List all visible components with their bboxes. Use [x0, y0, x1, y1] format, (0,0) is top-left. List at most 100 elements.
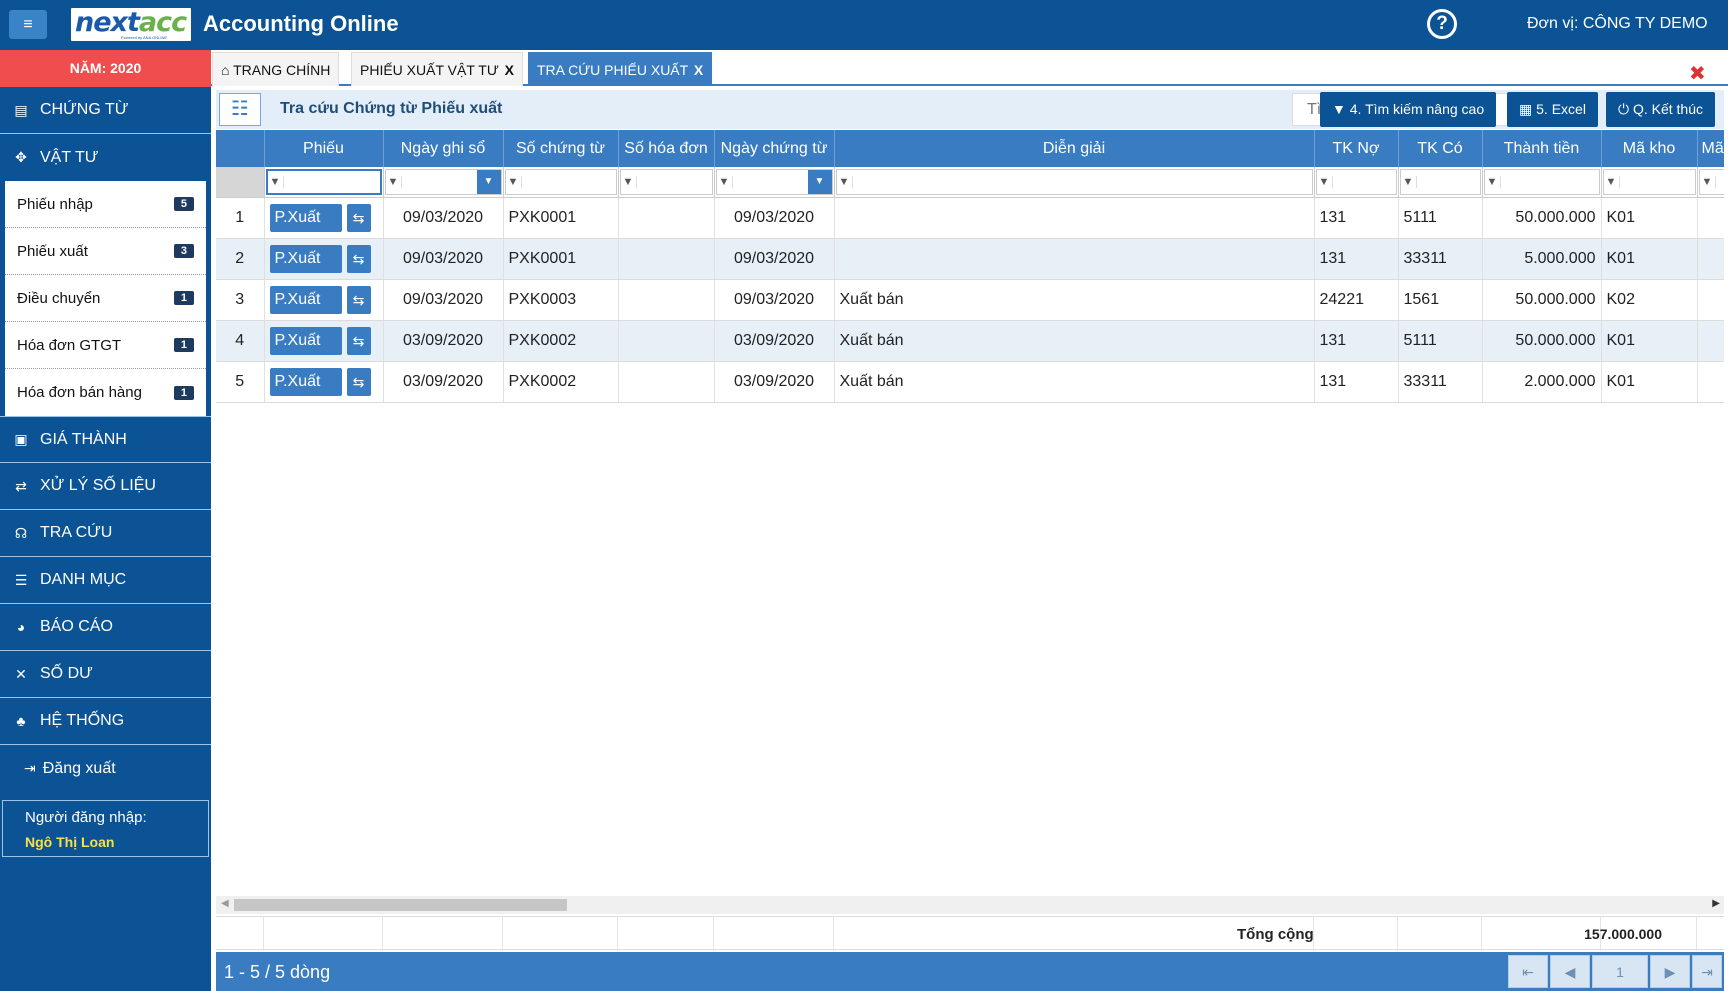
- nav-vat-tu[interactable]: ✥ VẬT TƯ: [0, 134, 211, 181]
- binoculars-icon: ☊: [14, 524, 28, 541]
- table-row[interactable]: 5 P.Xuất ⇆ 03/09/2020 PXK0002 03/09/2020 …: [216, 361, 1724, 403]
- prev-page-icon[interactable]: ◀: [1550, 955, 1590, 988]
- nav-chung-tu[interactable]: ▤ CHỨNG TỪ: [0, 87, 211, 134]
- column-header-ngay-chung-tu[interactable]: Ngày chứng từ: [714, 130, 835, 167]
- list-view-icon[interactable]: ☷: [219, 93, 261, 126]
- money-icon: ▣: [14, 431, 28, 447]
- count-badge: 1: [173, 385, 194, 400]
- logo: nextacc Powered by ANA ONLINE: [71, 8, 191, 41]
- table-row[interactable]: 1 P.Xuất ⇆ 09/03/2020 PXK0001 09/03/2020 …: [216, 197, 1724, 239]
- pie-chart-icon: ◕: [16, 619, 26, 635]
- close-all-tabs-icon[interactable]: ✖: [1689, 63, 1706, 85]
- filter-input-tk-no[interactable]: ▼: [1315, 169, 1397, 195]
- filter-icon: ▼: [717, 176, 733, 188]
- column-header-ma-kho[interactable]: Mã kho: [1601, 130, 1698, 167]
- count-badge: 1: [173, 338, 194, 352]
- sitemap-icon: ♣: [16, 713, 26, 729]
- table-row[interactable]: 3 P.Xuất ⇆ 09/03/2020 PXK0003 09/03/2020 …: [216, 279, 1724, 321]
- first-page-icon[interactable]: ⇤: [1508, 955, 1548, 988]
- filter-icon: ▼: [268, 176, 284, 188]
- advanced-search-button[interactable]: ▼ 4. Tìm kiếm nâng cao: [1320, 92, 1497, 127]
- tab-phieu-xuat-vat-tu[interactable]: PHIẾU XUẤT VẬT TƯ X: [351, 52, 524, 86]
- filter-icon: ▼: [1401, 176, 1417, 188]
- sidebar: NĂM: 2020 ▤ CHỨNG TỪ ✥ VẬT TƯ Phiếu nhập…: [0, 50, 211, 991]
- filter-icon: ▼: [621, 176, 637, 188]
- table-row[interactable]: 2 P.Xuất ⇆ 09/03/2020 PXK0001 09/03/2020 …: [216, 238, 1724, 280]
- app-header: ≡ nextacc Powered by ANA ONLINE Accounti…: [0, 0, 1728, 50]
- exchange-icon: ⇄: [15, 477, 27, 494]
- filter-input-thanh-tien[interactable]: ▼: [1483, 169, 1600, 195]
- logout-link[interactable]: ⇥ Đăng xuất: [24, 759, 116, 777]
- open-voucher-button[interactable]: P.Xuất: [269, 204, 342, 232]
- column-header-tk-co[interactable]: TK Có: [1398, 130, 1483, 167]
- filter-input-dien-giai[interactable]: ▼: [835, 169, 1313, 195]
- last-page-icon[interactable]: ⇥: [1692, 955, 1722, 988]
- filter-input-ngay-chung-tu[interactable]: ▼ ▼: [715, 169, 833, 195]
- nav-gia-thanh[interactable]: ▣ GIÁ THÀNH: [0, 416, 211, 463]
- retweet-icon[interactable]: ⇆: [346, 245, 371, 273]
- scroll-right-icon[interactable]: ▶: [1712, 898, 1720, 909]
- tab-tra-cuu-phieu-xuat[interactable]: TRA CỨU PHIẾU XUẤT X: [528, 52, 713, 86]
- retweet-icon[interactable]: ⇆: [346, 327, 371, 355]
- column-header-so-hoa-don[interactable]: Số hóa đơn: [618, 130, 715, 167]
- submenu-item-dieu-chuyen[interactable]: Điều chuyển 1: [5, 275, 206, 322]
- submenu-item-hoa-don-ban-hang[interactable]: Hóa đơn bán hàng 1: [5, 369, 206, 416]
- app-title: Accounting Online: [203, 11, 399, 36]
- nav-he-thong[interactable]: ♣ HỆ THỐNG: [0, 698, 211, 745]
- filter-input-so-hoa-don[interactable]: ▼: [619, 169, 713, 195]
- nav-tra-cuu[interactable]: ☊ TRA CỨU: [0, 510, 211, 557]
- nav-xu-ly-so-lieu[interactable]: ⇄ XỬ LÝ SỐ LIỆU: [0, 463, 211, 510]
- column-header-so-chung-tu[interactable]: Số chứng từ: [503, 130, 619, 167]
- open-voucher-button[interactable]: P.Xuất: [269, 286, 342, 314]
- filter-input-ma[interactable]: ▼: [1698, 169, 1724, 195]
- exit-button[interactable]: ⏻ Q. Kết thúc: [1606, 92, 1716, 127]
- tab-close-icon[interactable]: X: [504, 62, 515, 78]
- question-circle-icon[interactable]: ?: [1427, 9, 1457, 39]
- open-voucher-button[interactable]: P.Xuất: [269, 327, 342, 355]
- filter-icon: ▼: [1332, 101, 1346, 117]
- total-row: Tổng cộng 157.000.000: [216, 916, 1724, 951]
- filter-input-ngay-ghi-so[interactable]: ▼ ▼: [384, 169, 502, 195]
- filter-input-tk-co[interactable]: ▼: [1399, 169, 1481, 195]
- submenu-item-phieu-xuat[interactable]: Phiếu xuất 3: [5, 228, 206, 275]
- retweet-icon[interactable]: ⇆: [346, 286, 371, 314]
- grid-toolbar: ☷ Tra cứu Chứng từ Phiếu xuất ⚲ ▼ 4. Tìm…: [216, 90, 1724, 129]
- hamburger-icon[interactable]: ≡: [9, 10, 47, 39]
- retweet-icon[interactable]: ⇆: [346, 368, 371, 396]
- submenu-item-hoa-don-gtgt[interactable]: Hóa đơn GTGT 1: [5, 322, 206, 369]
- filter-input-ma-kho[interactable]: ▼: [1602, 169, 1696, 195]
- nav-so-du[interactable]: ✕ SỐ DƯ: [0, 651, 211, 698]
- submenu-item-phieu-nhap[interactable]: Phiếu nhập 5: [5, 181, 206, 228]
- nav-bao-cao[interactable]: ◕ BÁO CÁO: [0, 604, 211, 651]
- next-page-icon[interactable]: ▶: [1650, 955, 1690, 988]
- chevron-down-icon[interactable]: ▼: [807, 170, 832, 194]
- column-header-dien-giai[interactable]: Diễn giải: [834, 130, 1315, 167]
- power-icon: ⏻: [1618, 101, 1630, 117]
- column-header-ngay-ghi-so[interactable]: Ngày ghi sổ: [383, 130, 504, 167]
- table-row[interactable]: 4 P.Xuất ⇆ 03/09/2020 PXK0002 03/09/2020 …: [216, 320, 1724, 362]
- column-header-ma[interactable]: Mã: [1697, 130, 1724, 167]
- horizontal-scrollbar[interactable]: ◀ ▶: [216, 896, 1724, 914]
- pager-info: 1 - 5 / 5 dòng: [224, 962, 331, 982]
- count-badge: 3: [173, 244, 194, 258]
- filter-icon: ▼: [1485, 176, 1501, 188]
- page-number[interactable]: 1: [1592, 955, 1648, 988]
- tab-trang-chinh[interactable]: ⌂ TRANG CHÍNH: [212, 52, 340, 86]
- column-header-thanh-tien[interactable]: Thành tiền: [1482, 130, 1602, 167]
- column-header-tk-no[interactable]: TK Nợ: [1314, 130, 1399, 167]
- open-voucher-button[interactable]: P.Xuất: [269, 245, 342, 273]
- filter-input-phieu[interactable]: ▼: [265, 169, 382, 195]
- column-header-phieu[interactable]: Phiếu: [264, 130, 384, 167]
- filter-icon: ▼: [1604, 176, 1620, 188]
- chevron-down-icon[interactable]: ▼: [476, 170, 501, 194]
- nav-danh-muc[interactable]: ☰ DANH MỤC: [0, 557, 211, 604]
- filter-input-so-chung-tu[interactable]: ▼: [504, 169, 617, 195]
- total-label: Tổng cộng: [1237, 926, 1314, 943]
- total-value: 157.000.000: [1584, 926, 1662, 942]
- scrollbar-thumb[interactable]: [234, 899, 567, 911]
- retweet-icon[interactable]: ⇆: [346, 204, 371, 232]
- open-voucher-button[interactable]: P.Xuất: [269, 368, 342, 396]
- tab-close-icon[interactable]: X: [693, 62, 704, 78]
- excel-button[interactable]: ▦ 5. Excel: [1507, 92, 1598, 127]
- scroll-left-icon[interactable]: ◀: [221, 898, 229, 909]
